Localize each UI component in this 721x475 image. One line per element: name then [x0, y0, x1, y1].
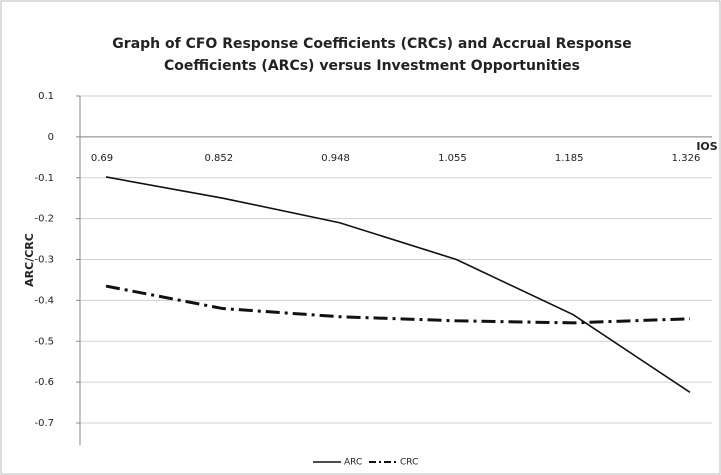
x-tick-label: 1.055: [438, 153, 467, 164]
x-tick-label: 0.948: [321, 153, 350, 164]
y-tick-label: -0.6: [34, 377, 54, 388]
chart-title: Coefficients (ARCs) versus Investment Op…: [164, 58, 580, 74]
chart: Graph of CFO Response Coefficients (CRCs…: [0, 0, 721, 475]
y-tick-label: -0.4: [34, 295, 54, 306]
y-tick-label: -0.3: [34, 255, 54, 266]
legend-label: ARC: [344, 458, 362, 468]
y-tick-label: -0.7: [34, 418, 54, 429]
y-tick-label: 0.1: [38, 91, 54, 102]
x-tick-label: 0.69: [91, 153, 113, 164]
chart-title: Graph of CFO Response Coefficients (CRCs…: [112, 36, 631, 52]
y-tick-label: -0.2: [34, 214, 54, 225]
x-axis-label: IOS: [696, 140, 717, 153]
y-tick-label: -0.1: [34, 173, 54, 184]
x-tick-label: 1.185: [555, 153, 584, 164]
y-tick-label: 0: [48, 132, 54, 143]
y-tick-label: -0.5: [34, 336, 54, 347]
legend-label: CRC: [400, 458, 418, 468]
x-tick-label: 1.326: [672, 153, 701, 164]
x-tick-label: 0.852: [204, 153, 233, 164]
